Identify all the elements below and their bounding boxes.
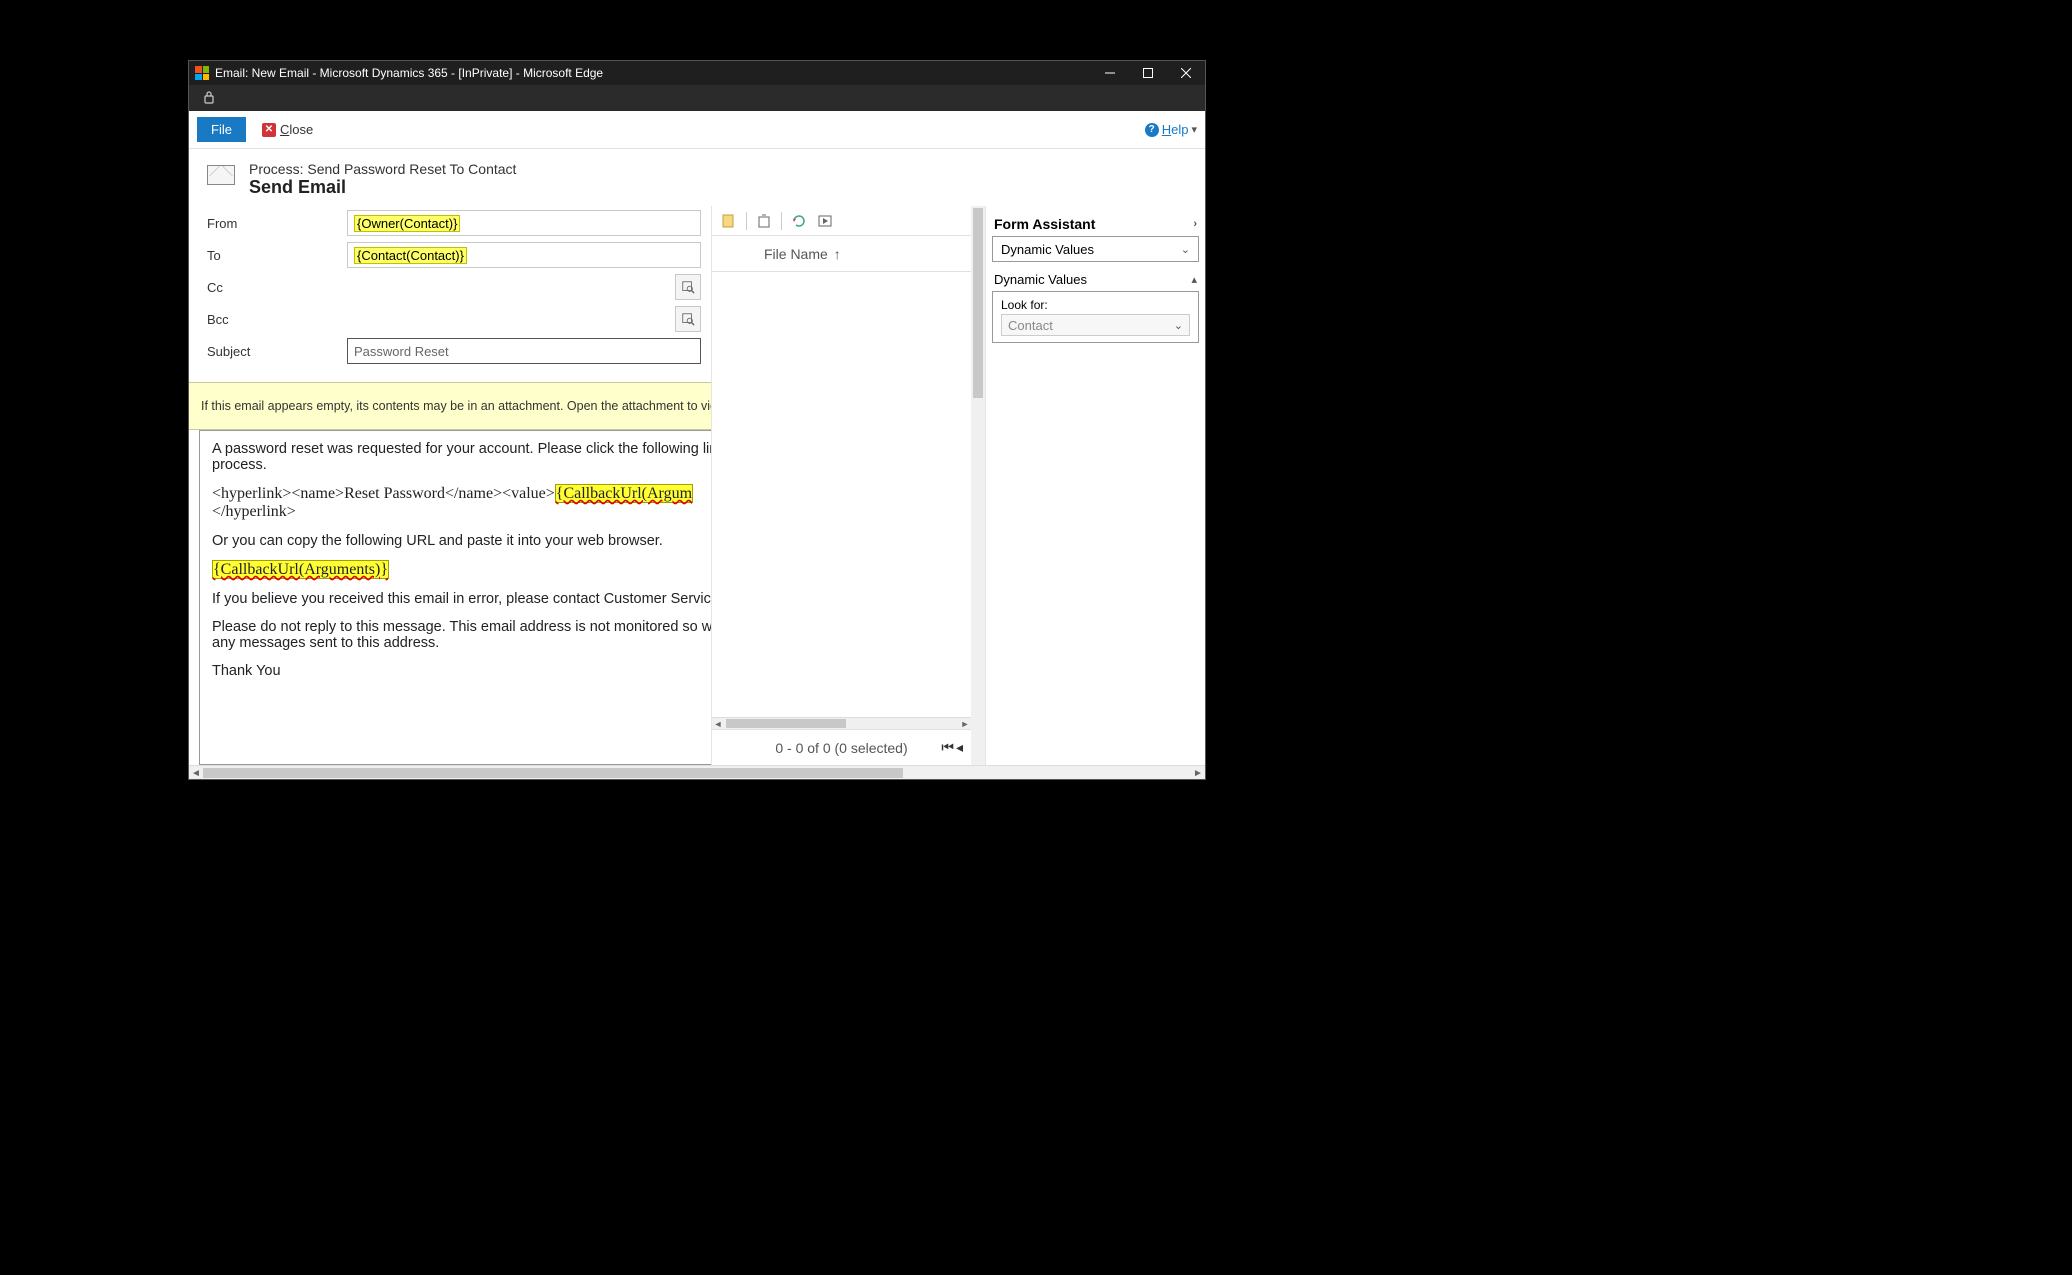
process-subtitle: Process: Send Password Reset To Contact bbox=[249, 161, 516, 177]
lock-icon bbox=[203, 90, 215, 107]
attachments-toolbar bbox=[712, 206, 971, 236]
close-window-button[interactable] bbox=[1167, 61, 1205, 85]
minimize-button[interactable] bbox=[1091, 61, 1129, 85]
from-token: {Owner(Contact)} bbox=[354, 215, 460, 232]
app-window: Email: New Email - Microsoft Dynamics 36… bbox=[188, 60, 1206, 780]
play-icon[interactable] bbox=[816, 212, 834, 230]
bcc-lookup-button[interactable] bbox=[675, 306, 701, 332]
horizontal-scrollbar[interactable]: ◄ ► bbox=[189, 765, 1205, 779]
file-list[interactable] bbox=[712, 272, 971, 717]
to-token: {Contact(Contact)} bbox=[354, 247, 467, 264]
attachments-pane: File Name ↑ ◄ ► 0 - 0 of 0 (0 selected) … bbox=[711, 206, 971, 765]
vscroll-thumb[interactable] bbox=[973, 208, 983, 398]
sort-asc-icon: ↑ bbox=[834, 246, 841, 262]
lookfor-label: Look for: bbox=[1001, 298, 1190, 312]
refresh-icon[interactable] bbox=[790, 212, 808, 230]
cc-label: Cc bbox=[207, 280, 347, 295]
attachments-hscroll[interactable]: ◄ ► bbox=[712, 717, 971, 729]
delete-attachment-icon[interactable] bbox=[755, 212, 773, 230]
chevron-down-icon: ⌄ bbox=[1174, 319, 1183, 332]
subject-label: Subject bbox=[207, 344, 347, 359]
callback-token-1: {CallbackUrl(Argum bbox=[555, 484, 693, 503]
to-input[interactable]: {Contact(Contact)} bbox=[347, 242, 701, 268]
hscroll-thumb[interactable] bbox=[203, 768, 903, 778]
first-page-icon[interactable]: ⏮ bbox=[941, 739, 954, 756]
assistant-type-dropdown[interactable]: Dynamic Values ⌄ bbox=[992, 236, 1199, 262]
cc-input[interactable] bbox=[347, 274, 676, 300]
from-label: From bbox=[207, 216, 347, 231]
ribbon: File ✕ Close ? Help ▾ bbox=[189, 111, 1205, 149]
vertical-scrollbar[interactable] bbox=[971, 206, 985, 765]
ms-logo-icon bbox=[195, 66, 209, 80]
scroll-thumb[interactable] bbox=[726, 719, 846, 728]
bcc-input[interactable] bbox=[347, 306, 676, 332]
subject-input[interactable]: Password Reset bbox=[347, 338, 701, 364]
callback-token-2: {CallbackUrl(Arguments)} bbox=[212, 560, 389, 579]
from-input[interactable]: {Owner(Contact)} bbox=[347, 210, 701, 236]
page-title: Send Email bbox=[249, 177, 516, 198]
email-body-editor[interactable]: A password reset was requested for your … bbox=[199, 430, 711, 765]
file-list-header[interactable]: File Name ↑ bbox=[712, 236, 971, 272]
dynamic-values-section: Dynamic Values bbox=[994, 272, 1087, 287]
hscroll-left-icon[interactable]: ◄ bbox=[189, 766, 203, 780]
close-x-icon: ✕ bbox=[262, 123, 276, 137]
new-attachment-icon[interactable] bbox=[720, 212, 738, 230]
attachment-notice: If this email appears empty, its content… bbox=[189, 382, 711, 430]
help-icon: ? bbox=[1145, 123, 1159, 137]
page-header: Process: Send Password Reset To Contact … bbox=[189, 149, 1205, 206]
chevron-down-icon: ⌄ bbox=[1181, 243, 1190, 256]
collapse-icon[interactable]: ▴ bbox=[1191, 273, 1197, 286]
hscroll-right-icon[interactable]: ► bbox=[1191, 766, 1205, 780]
file-menu-button[interactable]: File bbox=[197, 117, 246, 142]
attachments-pager: 0 - 0 of 0 (0 selected) ⏮ ◂ bbox=[712, 729, 971, 765]
bcc-label: Bcc bbox=[207, 312, 347, 327]
form-assistant-panel: Form Assistant › Dynamic Values ⌄ Dynami… bbox=[985, 206, 1205, 765]
window-title: Email: New Email - Microsoft Dynamics 36… bbox=[215, 66, 1091, 80]
titlebar: Email: New Email - Microsoft Dynamics 36… bbox=[189, 61, 1205, 85]
maximize-button[interactable] bbox=[1129, 61, 1167, 85]
expand-icon[interactable]: › bbox=[1193, 218, 1197, 230]
cc-lookup-button[interactable] bbox=[675, 274, 701, 300]
address-bar bbox=[189, 85, 1205, 111]
form-assistant-title: Form Assistant bbox=[994, 216, 1095, 232]
lookfor-select[interactable]: Contact ⌄ bbox=[1001, 314, 1190, 336]
close-button[interactable]: ✕ Close bbox=[256, 119, 319, 140]
prev-page-icon[interactable]: ◂ bbox=[956, 739, 963, 756]
to-label: To bbox=[207, 248, 347, 263]
envelope-icon bbox=[207, 165, 235, 185]
help-button[interactable]: ? Help ▾ bbox=[1145, 122, 1197, 137]
